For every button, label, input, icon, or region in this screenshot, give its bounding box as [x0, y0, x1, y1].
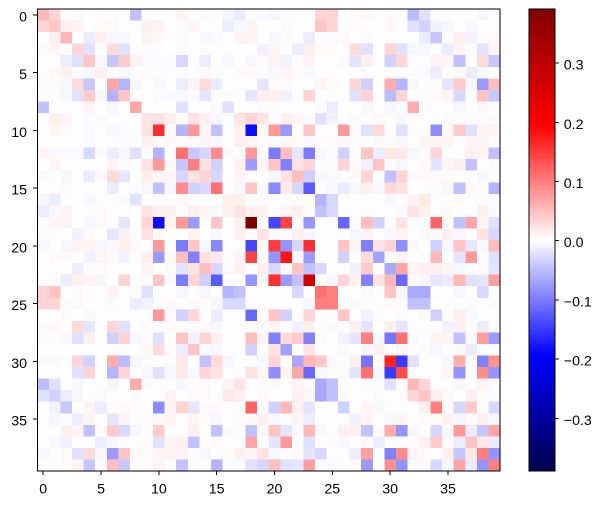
svg-text:0.2: 0.2	[564, 117, 584, 133]
svg-text:0.1: 0.1	[564, 176, 584, 192]
svg-text:0: 0	[39, 482, 47, 498]
svg-text:10: 10	[151, 482, 167, 498]
svg-text:15: 15	[209, 482, 225, 498]
svg-text:−0.3: −0.3	[564, 413, 592, 429]
svg-text:25: 25	[324, 482, 340, 498]
svg-text:25: 25	[11, 298, 27, 314]
svg-text:35: 35	[440, 482, 456, 498]
svg-text:−0.2: −0.2	[564, 354, 592, 370]
svg-text:5: 5	[19, 67, 27, 83]
svg-text:30: 30	[382, 482, 398, 498]
svg-text:20: 20	[267, 482, 283, 498]
svg-text:20: 20	[11, 240, 27, 256]
svg-text:5: 5	[97, 482, 105, 498]
svg-text:10: 10	[11, 125, 27, 141]
svg-text:30: 30	[11, 356, 27, 372]
svg-text:0: 0	[19, 9, 27, 25]
svg-text:−0.1: −0.1	[564, 294, 592, 310]
svg-text:0.3: 0.3	[564, 58, 584, 74]
svg-text:0.0: 0.0	[564, 235, 584, 251]
svg-text:35: 35	[11, 414, 27, 430]
svg-text:15: 15	[11, 183, 27, 199]
